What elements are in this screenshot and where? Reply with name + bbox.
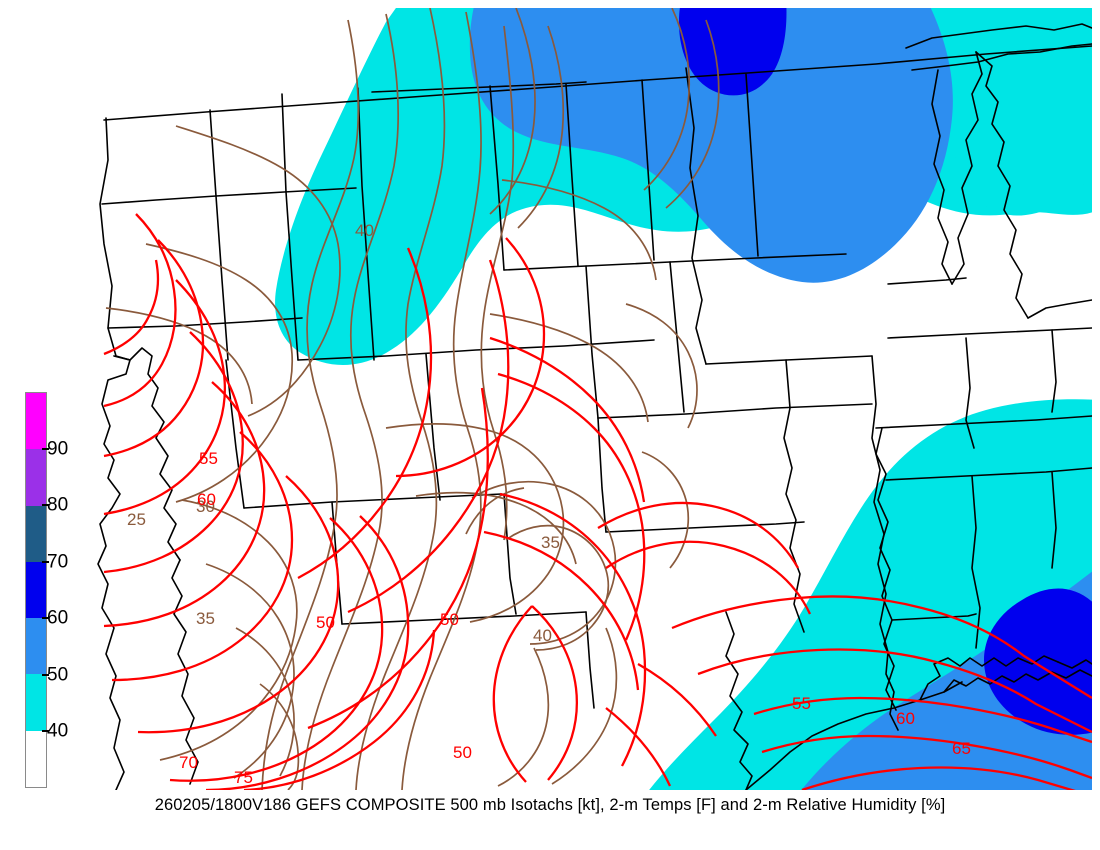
state-boundary-sw-3: [243, 493, 503, 509]
border-north: [103, 45, 1092, 121]
state-boundary-ga-east: [1051, 471, 1057, 569]
state-boundary-wi-il: [887, 277, 967, 285]
temp-label-60-west: 60: [197, 490, 216, 509]
state-boundary-nw-7: [489, 85, 505, 271]
state-boundary-in-oh: [965, 337, 975, 449]
coastline-florida-pan: [1057, 659, 1092, 669]
temp-label-50-centraltx: 50: [440, 610, 459, 629]
state-boundary-plains-6: [641, 79, 655, 261]
colorbar-tickmark-60: [42, 617, 49, 620]
state-boundary-plains-1: [565, 83, 579, 267]
coastline-lake-erie: [1027, 299, 1092, 319]
coastline-texas: [725, 611, 753, 790]
colorbar-tickmark-90: [42, 447, 49, 450]
temp-label-60-gulf: 60: [896, 709, 915, 728]
temp-label-70: 70: [179, 753, 198, 772]
state-boundary-nw-2: [101, 187, 357, 205]
relative-humidity-colorbar[interactable]: [25, 392, 47, 788]
colorbar-tick-50: 50: [47, 664, 69, 686]
colorbar-tick-70: 70: [47, 551, 69, 573]
state-boundary-plains-7: [745, 73, 759, 257]
state-boundary-ms-river: [875, 427, 897, 711]
colorbar-tick-40: 40: [47, 720, 69, 742]
state-boundary-tn-south: [885, 467, 1092, 481]
isotach-label-35-west: 35: [196, 609, 215, 628]
colorbar-tick-60: 60: [47, 607, 69, 629]
coastline-louisiana: [919, 655, 1059, 701]
temperature-contours: [103, 213, 1092, 790]
temp-label-55-west: 55: [199, 449, 218, 468]
state-boundary-nw-1: [209, 109, 229, 361]
state-boundary-mo-1: [783, 359, 805, 633]
state-boundary-sw-8: [585, 611, 595, 709]
temp-label-50-westtx: 50: [316, 613, 335, 632]
temp-label-50-southtx: 50: [453, 743, 472, 762]
coastline-california: [113, 347, 181, 561]
state-boundary-al-ga: [971, 475, 981, 649]
figure-caption: 260205/1800V186 GEFS COMPOSITE 500 mb Is…: [154, 796, 946, 814]
state-boundary-ia-1: [705, 355, 873, 365]
state-boundary-nw-5: [357, 87, 375, 361]
state-boundary-tn-north: [875, 415, 1092, 429]
state-boundary-il-1: [871, 355, 889, 653]
state-boundary-ms-al: [891, 613, 977, 621]
state-boundary-oh-east: [1051, 329, 1057, 413]
coastline-lake-superior: [905, 23, 1092, 49]
colorbar-band-60: [26, 618, 46, 675]
rh-band-60-70-north: [678, 8, 787, 96]
colorbar-tickmark-50: [42, 673, 49, 676]
temp-label-75: 75: [234, 768, 253, 787]
state-boundary-mn-1: [685, 67, 707, 365]
colorbar-tickmark-70: [42, 560, 49, 563]
isotach-label-25: 25: [127, 510, 146, 529]
isotach-label-30: 30: [196, 497, 215, 516]
map-svg[interactable]: 40 25 30 35 35 40 55 60 50 50 50 70 75 5…: [86, 8, 1092, 790]
colorbar-band-80: [26, 505, 46, 562]
state-boundary-sw-1: [225, 359, 245, 509]
state-boundary-il-in: [887, 327, 1092, 339]
state-boundary-sw-6: [425, 353, 441, 501]
coastline-superior-south: [911, 43, 1092, 71]
colorbar-tick-80: 80: [47, 494, 69, 516]
colorbar-tick-labels: 90 80 70 60 50 40: [42, 392, 87, 788]
colorbar-band-50: [26, 674, 46, 731]
coastline-gulf-tx: [745, 681, 963, 790]
state-boundary-sw-7: [503, 493, 517, 615]
state-boundary-sw-2: [107, 317, 303, 329]
colorbar-tick-90: 90: [47, 438, 69, 460]
rh-fill-north: [275, 8, 1092, 365]
coastline-delta: [943, 669, 1092, 693]
state-boundary-ok-tx: [605, 521, 805, 533]
temp-label-65-gulf: 65: [952, 739, 971, 758]
contour-labels: 40 25 30 35 35 40 55 60 50 50 50 70 75 5…: [127, 221, 971, 787]
colorbar-band-90: [26, 449, 46, 506]
coastline-michigan-lp: [951, 51, 983, 285]
state-boundary-sw-5: [341, 611, 587, 625]
rh-band-50-60-north: [469, 8, 953, 283]
state-boundary-plains-2: [585, 265, 599, 419]
state-boundary-ks-ok: [597, 417, 607, 533]
temp-label-55-gulf: 55: [792, 694, 811, 713]
coastline-lake-michigan: [931, 69, 953, 285]
isotach-label-35-central: 35: [541, 533, 560, 552]
river-mississippi: [885, 651, 899, 731]
state-boundary-nw-4: [297, 339, 655, 361]
colorbar-tickmark-80: [42, 504, 49, 507]
coastline-baja: [171, 559, 199, 785]
state-boundary-plains-3: [597, 403, 873, 419]
colorbar-band-70: [26, 561, 46, 618]
map-panel[interactable]: 40 25 30 35 35 40 55 60 50 50 50 70 75 5…: [86, 8, 1092, 790]
isotach-label-40-central: 40: [533, 626, 552, 645]
political-boundaries: [97, 23, 1092, 790]
coastline-lake-huron: [975, 51, 1029, 319]
colorbar-band-40: [26, 730, 46, 787]
state-boundary-plains-5: [669, 253, 847, 263]
isotach-label-40-north: 40: [355, 221, 374, 240]
colorbar-tickmark-40: [42, 730, 49, 733]
colorbar-band-100: [26, 393, 46, 450]
rh-band-60-70-southeast: [984, 588, 1092, 735]
state-boundary-plains-4: [669, 261, 685, 413]
